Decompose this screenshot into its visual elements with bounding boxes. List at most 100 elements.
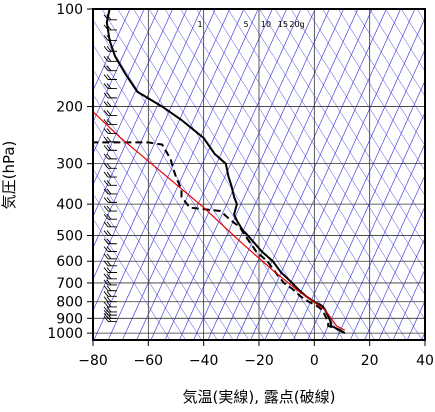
wind-barb: [103, 171, 117, 178]
skew-line: [321, 111, 425, 340]
adiabat-line: [369, 9, 425, 97]
wind-barb: [103, 253, 117, 260]
wind-barb: [103, 285, 117, 292]
adiabat-line: [322, 9, 425, 172]
mixing-ratio-label: 5: [243, 20, 248, 29]
skew-line: [293, 48, 425, 340]
x-tick-label: −60: [134, 353, 164, 369]
adiabat-line: [93, 218, 171, 340]
wind-barb: [103, 56, 117, 62]
wind-barb: [103, 119, 117, 125]
x-tick-label: −40: [189, 353, 219, 369]
y-tick-label: 200: [56, 100, 83, 116]
adiabat-line: [290, 9, 425, 221]
y-axis-title: 気圧(hPa): [0, 141, 18, 210]
wind-barb: [103, 260, 117, 267]
adiabat-line: [337, 9, 425, 147]
wind-barbs: [103, 9, 117, 322]
skew-line: [193, 9, 344, 340]
skew-line: [307, 80, 425, 340]
adiabat-line: [196, 9, 407, 340]
y-tick-label: 800: [56, 295, 83, 311]
adiabat-line: [117, 9, 328, 340]
wind-barb: [103, 188, 117, 195]
adiabat-line: [385, 9, 425, 72]
adiabat-line: [259, 9, 425, 271]
series-layer: [93, 9, 346, 334]
wind-barb: [103, 238, 117, 245]
adiabat-line: [93, 193, 186, 340]
wind-barb: [103, 45, 117, 52]
wind-barb: [103, 153, 117, 160]
wind-barb: [103, 24, 117, 31]
temperature-gridlines: [93, 9, 425, 340]
adiabat-line: [93, 118, 234, 340]
wind-barb: [103, 145, 117, 151]
wind-barb: [103, 74, 117, 80]
skew-line: [122, 9, 273, 340]
y-tick-label: 600: [56, 254, 83, 270]
wind-barb: [103, 92, 117, 99]
skew-line: [93, 9, 131, 92]
y-tick-label: 900: [56, 311, 83, 327]
skew-line: [378, 237, 425, 340]
adiabat-line: [211, 9, 423, 340]
wind-barb: [103, 230, 117, 237]
skew-line: [93, 9, 216, 280]
adiabat-line: [93, 168, 202, 340]
wind-barb: [103, 213, 117, 220]
adiabat-line: [227, 9, 425, 321]
wind-barb: [103, 301, 117, 308]
y-tick-label: 300: [56, 157, 83, 173]
skew-line: [136, 9, 287, 340]
skew-line: [264, 9, 416, 340]
wind-barb: [103, 205, 117, 212]
wind-barb: [103, 83, 117, 90]
skew-line: [93, 9, 174, 186]
skew-line: [278, 17, 425, 340]
x-axis-title: 気温(実線), 露点(破線): [183, 388, 336, 406]
wind-barb: [103, 128, 117, 134]
y-tick-label: 1000: [47, 326, 83, 342]
wind-barb: [103, 14, 117, 21]
adiabat-line: [101, 9, 313, 340]
wind-barb: [103, 65, 117, 72]
adiabat-line: [243, 9, 425, 296]
wind-barb: [103, 246, 117, 252]
x-tick-label: 0: [310, 353, 319, 369]
skew-line: [164, 9, 316, 340]
mixing-ratio-label: 10: [261, 20, 271, 29]
wind-barb: [103, 136, 117, 143]
adiabat-line: [93, 69, 265, 340]
skew-line: [179, 9, 330, 340]
skew-line: [93, 9, 245, 340]
y-tick-label: 700: [56, 276, 83, 292]
skew-line: [93, 9, 188, 218]
y-tick-label: 400: [56, 197, 83, 213]
mixing-ratio-label: 1: [197, 20, 202, 29]
wind-barb: [103, 291, 117, 297]
x-tick-label: 20: [361, 353, 379, 369]
adiabat-line: [353, 9, 425, 122]
wind-barb: [103, 162, 117, 169]
skew-line: [93, 9, 230, 312]
adiabat-line: [133, 9, 344, 340]
skew-line: [93, 9, 202, 249]
wind-barb: [103, 180, 117, 186]
skew-line: [236, 9, 387, 340]
skew-line: [107, 9, 259, 340]
x-axis: −80 −60 −40 −20 0 20 40: [78, 340, 434, 369]
wind-barb: [103, 197, 117, 203]
skew-line: [221, 9, 373, 340]
wind-barb: [103, 35, 117, 41]
wind-barb: [103, 296, 117, 303]
adiabat-line: [164, 9, 376, 340]
y-tick-label: 100: [56, 2, 83, 18]
adiabat-line: [274, 9, 425, 246]
reference-line: [93, 110, 346, 331]
adiabat-line: [93, 93, 249, 340]
skew-line: [250, 9, 401, 340]
isotherm-skew-lines: [93, 9, 425, 340]
wind-barb: [103, 267, 117, 273]
